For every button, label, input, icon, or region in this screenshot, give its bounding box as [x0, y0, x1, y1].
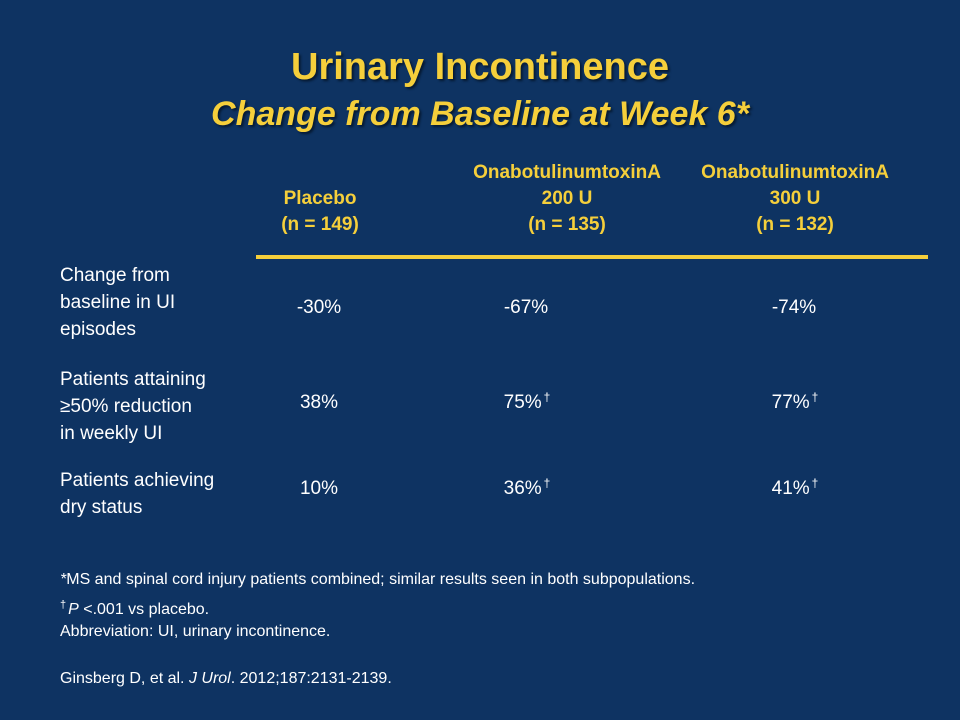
cell-placebo-ui-episodes: -30%: [200, 289, 440, 321]
footnote-p-value: P: [68, 601, 79, 618]
row-label-line: episodes: [60, 319, 137, 340]
row-label-line: baseline in UI: [60, 292, 176, 313]
cell-placebo-50pct-reduction: 38%: [200, 384, 440, 416]
cell-200u-ui-episodes: -67%: [407, 289, 647, 321]
slide-title: Urinary Incontinence: [291, 46, 669, 88]
cell-value: -30%: [296, 297, 342, 318]
footnote-dagger: † P <.001 vs placebo.: [60, 593, 940, 622]
slide-subtitle: Change from Baseline at Week 6*: [211, 95, 749, 133]
column-header-line3: (n = 132): [756, 214, 834, 235]
cell-300u-50pct-reduction: 77% †: [675, 384, 915, 416]
cell-300u-ui-episodes: -74%: [675, 289, 915, 321]
cell-value: 36%: [503, 478, 542, 499]
cell-value: 77%: [771, 392, 810, 413]
row-label-line: in weekly UI: [60, 423, 163, 444]
column-header-line1: OnabotulinumtoxinA: [701, 162, 889, 183]
cell-200u-dry-status: 36% †: [407, 470, 647, 502]
citation-authors: Ginsberg D, et al.: [60, 670, 189, 687]
row-label-line: Change from: [60, 265, 170, 286]
row-label-line: Patients achieving: [60, 470, 215, 491]
dagger-mark: †: [811, 476, 819, 490]
cell-placebo-dry-status: 10%: [200, 470, 440, 502]
row-label-line: dry status: [60, 497, 143, 518]
cell-300u-dry-status: 41% †: [675, 470, 915, 502]
column-header-line3: (n = 149): [281, 214, 359, 235]
column-header-line1: [200, 160, 440, 186]
column-header-line2: 200 U: [541, 188, 593, 209]
cell-value: -67%: [503, 297, 549, 318]
footnote-dagger-text: <.001 vs placebo.: [78, 601, 210, 618]
row-label-line: ≥50% reduction: [60, 396, 192, 417]
cell-value: 10%: [299, 478, 339, 499]
footnote-asterisk-text: MS and spinal cord injury patients combi…: [66, 571, 696, 588]
footnote-asterisk-mark: *: [60, 571, 67, 588]
column-header-line1: OnabotulinumtoxinA: [473, 162, 661, 183]
footnote-dagger-mark: †: [60, 599, 67, 611]
column-header-line3: (n = 135): [528, 214, 606, 235]
dagger-mark: †: [811, 390, 819, 404]
cell-value: -74%: [771, 297, 817, 318]
citation: Ginsberg D, et al. J Urol. 2012;187:2131…: [60, 666, 940, 691]
citation-journal: J Urol: [188, 670, 231, 687]
column-header-line2: Placebo: [283, 188, 357, 209]
citation-details: . 2012;187:2131-2139.: [230, 670, 392, 687]
row-label-50pct-reduction: Patients attaining ≥50% reduction in wee…: [60, 366, 260, 447]
row-label-dry-status: Patients achieving dry status: [60, 467, 260, 521]
header-divider: [256, 255, 928, 259]
column-header-placebo: Placebo (n = 149): [200, 160, 440, 238]
row-label-line: Patients attaining: [60, 369, 206, 390]
cell-value: 38%: [299, 392, 339, 413]
cell-200u-50pct-reduction: 75% †: [407, 384, 647, 416]
dagger-mark: †: [543, 390, 551, 404]
cell-value: 41%: [771, 478, 810, 499]
footnote-asterisk: *MS and spinal cord injury patients comb…: [60, 567, 940, 592]
column-header-200u: OnabotulinumtoxinA 200 U (n = 135): [447, 160, 687, 238]
footnote-abbreviation: Abbreviation: UI, urinary incontinence.: [60, 623, 331, 640]
dagger-mark: †: [543, 476, 551, 490]
column-header-300u: OnabotulinumtoxinA 300 U (n = 132): [675, 160, 915, 238]
column-header-line2: 300 U: [769, 188, 821, 209]
cell-value: 75%: [503, 392, 542, 413]
row-label-ui-episodes: Change from baseline in UI episodes: [60, 262, 260, 343]
